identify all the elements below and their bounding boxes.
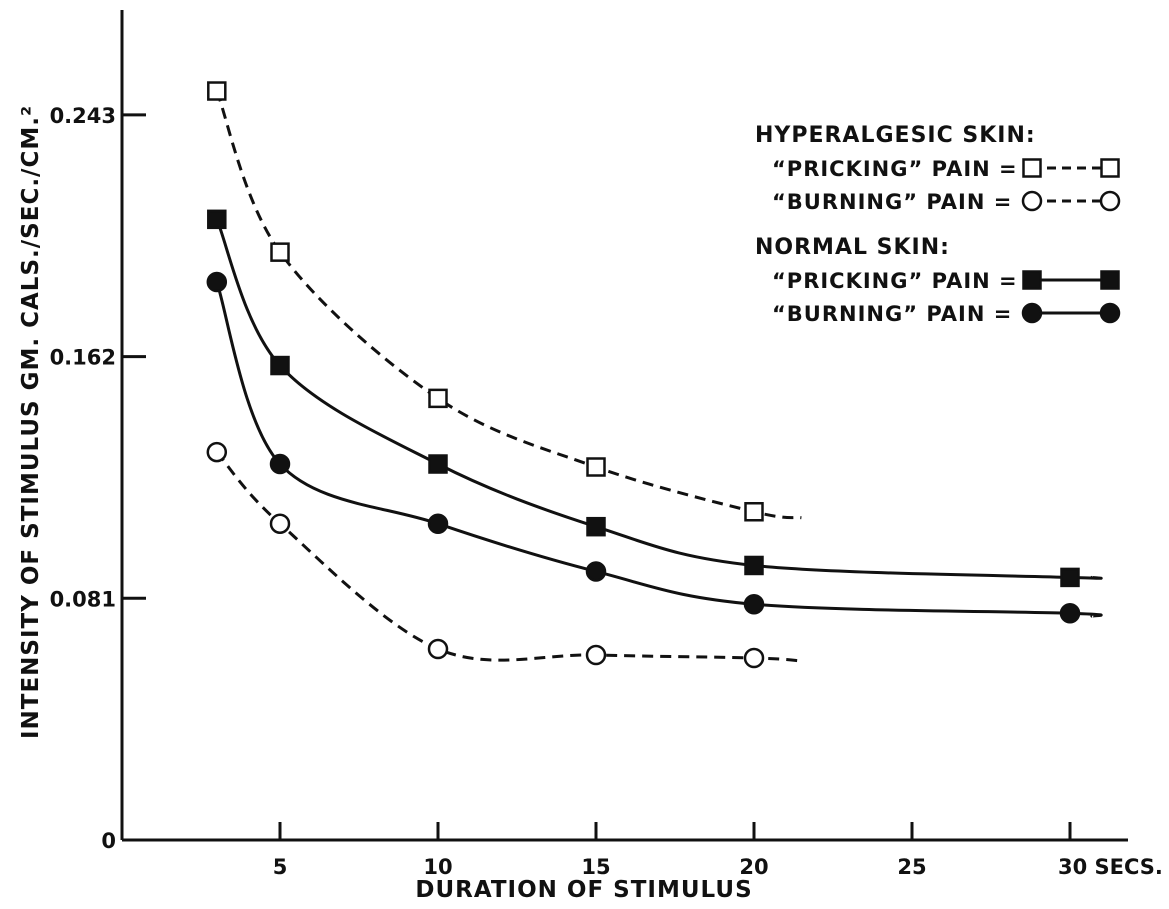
legend-heading: HYPERALGESIC SKIN: [755, 123, 1036, 148]
y-axis-label: INTENSITY OF STIMULUS GM. CALS./SEC./CM.… [18, 105, 44, 739]
legend-entry-label: “BURNING” PAIN = [772, 190, 1012, 214]
series-3-line [215, 281, 1103, 618]
series-markers [206, 81, 1081, 669]
legend-marker [1099, 302, 1121, 324]
legend-marker [1022, 158, 1042, 178]
legend-marker [1099, 190, 1121, 212]
series-3-point [206, 271, 228, 293]
axes [120, 10, 1128, 842]
x-tick-label: 15 [581, 855, 610, 879]
series-0-point [744, 502, 764, 522]
series-2-point [270, 355, 290, 376]
series-2-point [428, 454, 448, 474]
series-2-point [207, 209, 227, 230]
series-0-point [270, 242, 290, 262]
series-3-point [427, 513, 449, 534]
y-tick-label: 0 [101, 829, 116, 853]
series-0-point [586, 457, 606, 477]
y-tick-label: 0.243 [50, 104, 116, 128]
series-1-point [743, 647, 765, 669]
x-ticks: 5 10 15 20 25 30 SECS. [273, 822, 1163, 879]
x-tick-label: 30 SECS. [1058, 855, 1163, 879]
series-1-point [427, 638, 449, 660]
legend-entry-label: “PRICKING” PAIN = [772, 157, 1018, 181]
series-2-point [586, 516, 606, 537]
legend-marker [1022, 270, 1042, 290]
legend: HYPERALGESIC SKIN: “PRICKING” PAIN = “BURN… [755, 123, 1121, 326]
y-tick-label: 0.162 [50, 346, 116, 370]
legend-entry-label: “PRICKING” PAIN = [772, 269, 1018, 293]
series-2-point [744, 555, 764, 576]
series-3-point [743, 594, 765, 615]
x-tick-label: 10 [423, 855, 452, 879]
x-tick-label: 5 [273, 855, 288, 879]
legend-marker [1021, 302, 1043, 324]
series-2-point [1060, 567, 1080, 588]
legend-marker [1100, 270, 1120, 290]
x-axis-label: DURATION OF STIMULUS [415, 877, 752, 903]
series-0-point [207, 81, 227, 101]
series-3-point [269, 453, 291, 475]
series-0-point [428, 388, 448, 409]
x-tick-label: 20 [739, 855, 768, 879]
legend-marker [1021, 190, 1043, 212]
series-3-point [1059, 602, 1081, 624]
y-tick-label: 0.081 [50, 587, 116, 611]
legend-marker [1100, 158, 1120, 178]
series-3-point [585, 561, 607, 582]
x-tick-label: 25 [897, 855, 926, 879]
y-ticks: 0 0.081 0.162 0.243 [50, 104, 146, 853]
legend-heading: NORMAL SKIN: [755, 235, 950, 260]
series-0-line [215, 90, 802, 520]
series-1-point [269, 513, 291, 534]
series-1-point [206, 441, 228, 463]
legend-entry-label: “BURNING” PAIN = [772, 302, 1012, 326]
series-1-point [585, 644, 607, 666]
